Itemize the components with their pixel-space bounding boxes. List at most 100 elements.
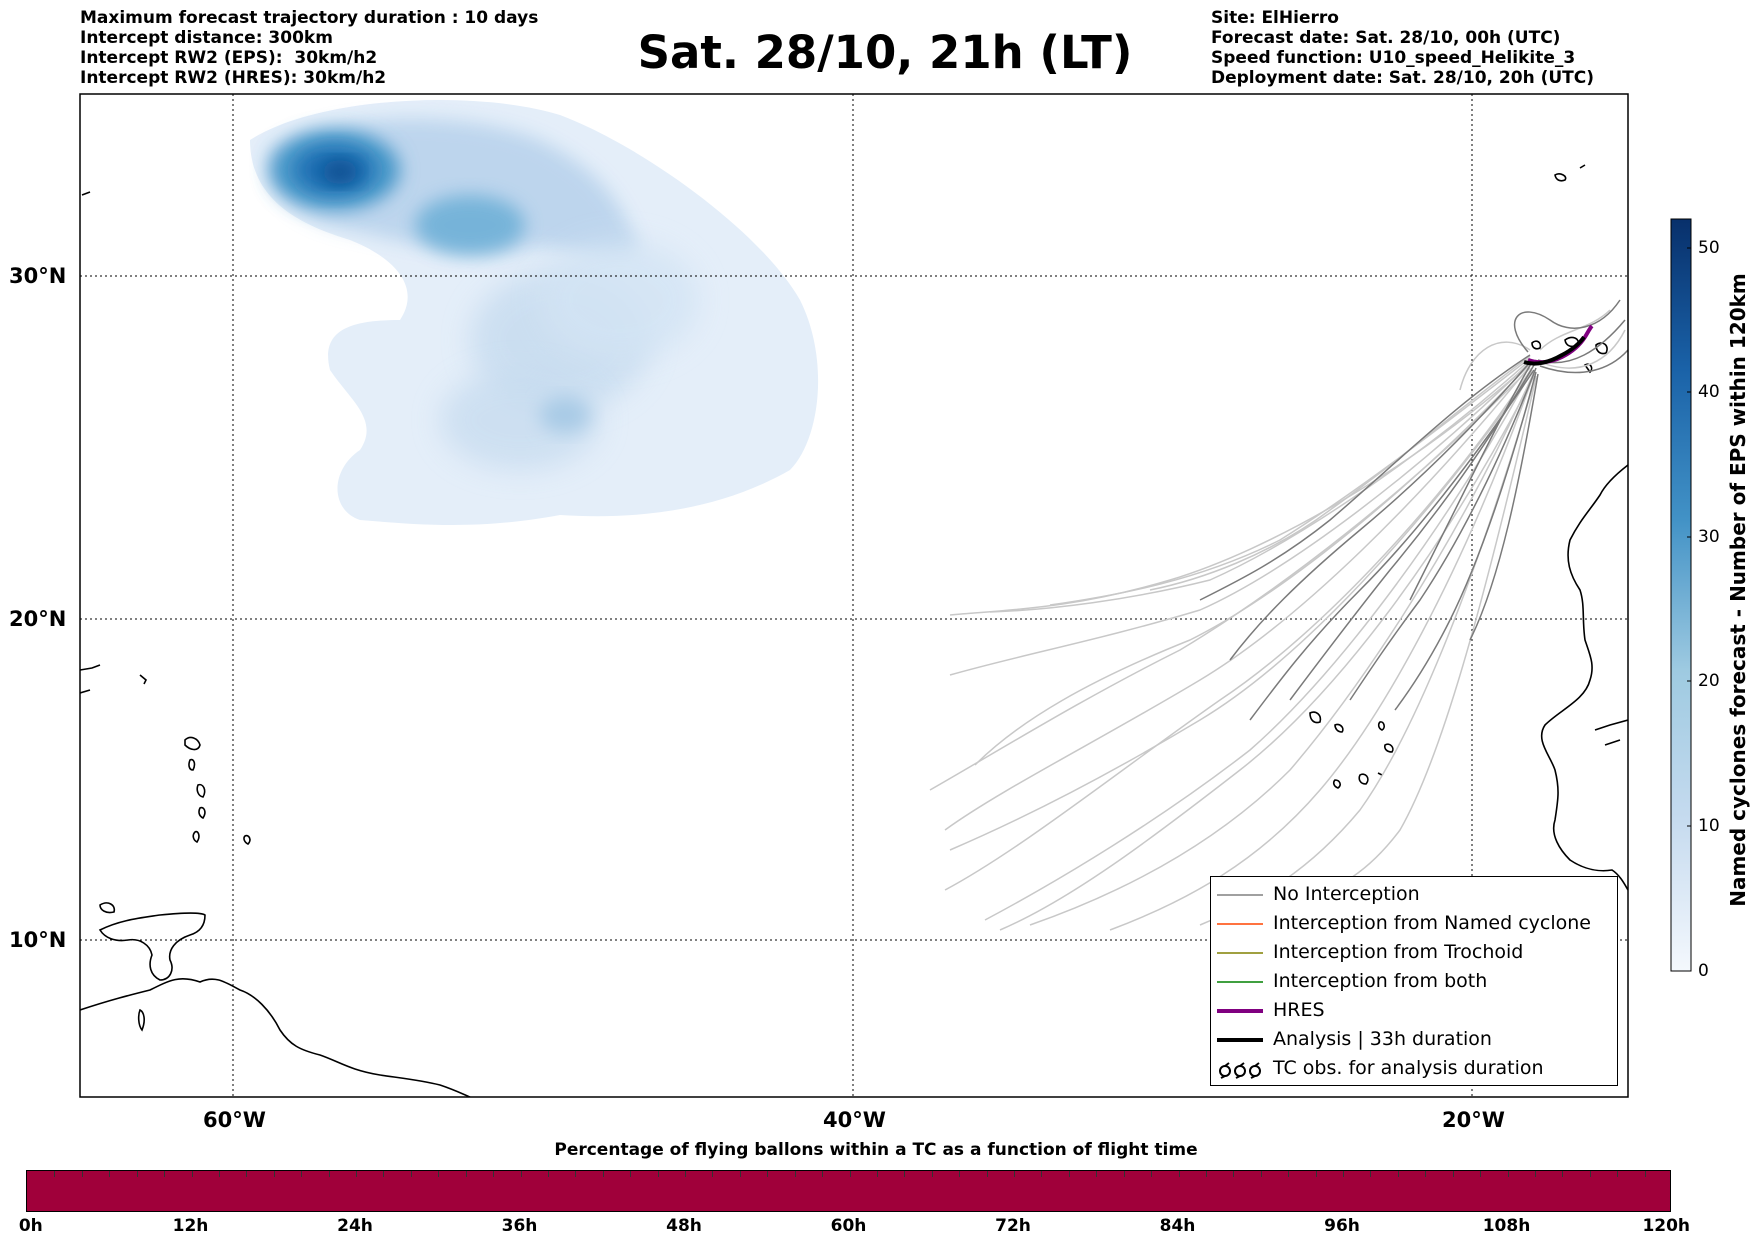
page-title: Sat. 28/10, 21h (LT) xyxy=(637,26,1133,79)
flight-bar-tick xyxy=(1507,1171,1509,1177)
flight-bar-tick xyxy=(273,1171,275,1177)
legend-swatch xyxy=(1217,981,1263,983)
colorbar-tick: 40 xyxy=(1698,382,1720,402)
flight-bar-tick xyxy=(1233,1171,1235,1177)
legend-item: Interception from Trochoid xyxy=(1211,939,1617,967)
flight-bar-tick xyxy=(1425,1171,1427,1177)
flight-bar-tick xyxy=(383,1171,385,1177)
legend-label: Interception from Trochoid xyxy=(1273,941,1524,963)
flight-bar-label: 84h xyxy=(1159,1216,1196,1236)
lat-label: 30°N xyxy=(9,264,67,288)
flight-bar-tick xyxy=(739,1171,741,1177)
legend-item: TC obs. for analysis duration xyxy=(1211,1055,1617,1083)
map-frame xyxy=(79,93,1629,1098)
legend-label: Interception from Named cyclone xyxy=(1273,912,1591,934)
tc-symbol-icon xyxy=(1219,1062,1261,1079)
param-line: Maximum forecast trajectory duration : 1… xyxy=(80,8,539,28)
flight-bar-tick xyxy=(81,1171,83,1177)
flight-bar-tick xyxy=(1205,1171,1207,1177)
legend-swatch xyxy=(1217,894,1263,896)
flight-bar-label: 48h xyxy=(666,1216,702,1236)
flight-bar-tick xyxy=(1480,1171,1482,1177)
flight-bar-tick xyxy=(876,1171,878,1177)
colorbar-gradient xyxy=(1670,218,1692,972)
flight-bar-tick xyxy=(986,1171,988,1177)
flight-bar-tick xyxy=(1343,1171,1344,1177)
legend-label: Interception from both xyxy=(1273,970,1488,992)
flight-bar-tick xyxy=(767,1171,769,1177)
flight-bar-tick xyxy=(1617,1171,1619,1177)
flight-bar-tick xyxy=(520,1171,522,1177)
param-line: Intercept RW2 (EPS): 30km/h2 xyxy=(80,48,378,68)
legend-swatch xyxy=(1217,1038,1263,1042)
flight-bar-tick xyxy=(1562,1171,1564,1177)
flight-bar-tick xyxy=(191,1171,193,1177)
flight-bar-title: Percentage of flying ballons within a TC… xyxy=(554,1140,1198,1160)
legend-swatch xyxy=(1217,952,1263,954)
legend-item: Interception from both xyxy=(1211,968,1617,996)
flight-bar-tick xyxy=(1315,1171,1317,1177)
flight-bar-label: 24h xyxy=(337,1216,373,1236)
flight-bar-tick xyxy=(1644,1171,1646,1177)
flight-bar-tick xyxy=(931,1171,933,1177)
legend-label: Analysis | 33h duration xyxy=(1273,1028,1492,1050)
flight-bar-tick xyxy=(657,1171,659,1177)
flight-bar-tick xyxy=(822,1171,824,1177)
flight-bar-label: 0h xyxy=(18,1216,43,1236)
flight-bar-tick xyxy=(218,1171,220,1177)
flight-bar-label: 60h xyxy=(830,1216,867,1236)
flight-bar-tick xyxy=(1068,1171,1070,1177)
balloon-trajectories xyxy=(929,299,1628,931)
flight-bar-tick xyxy=(328,1171,330,1177)
flight-percentage-bar xyxy=(26,1170,1671,1212)
legend-item: Analysis | 33h duration xyxy=(1211,1026,1617,1054)
map-legend: No Interception Interception from Named … xyxy=(1210,876,1618,1086)
colorbar-tick: 30 xyxy=(1698,527,1720,547)
legend-swatch xyxy=(1217,1009,1263,1013)
flight-bar-tick xyxy=(109,1171,111,1177)
flight-bar-tick xyxy=(1151,1171,1153,1177)
param-line: Intercept distance: 300km xyxy=(80,28,333,48)
flight-bar-tick xyxy=(410,1171,412,1177)
flight-bar-tick xyxy=(1452,1171,1454,1177)
flight-bar-tick xyxy=(1014,1171,1015,1177)
flight-bar-tick xyxy=(54,1171,56,1177)
lon-label: 20°W xyxy=(1442,1108,1505,1132)
flight-bar-tick xyxy=(1260,1171,1262,1177)
flight-bar-tick xyxy=(630,1171,632,1177)
flight-bar-tick xyxy=(1041,1171,1043,1177)
colorbar-tick: 50 xyxy=(1698,238,1720,258)
flight-bar-tick xyxy=(1178,1171,1180,1177)
cyclone-density-field xyxy=(250,100,819,526)
param-line: Intercept RW2 (HRES): 30km/h2 xyxy=(80,68,387,88)
flight-bar-label: 120h xyxy=(1642,1216,1691,1236)
flight-bar-label: 36h xyxy=(501,1216,538,1236)
flight-bar-tick xyxy=(547,1171,549,1177)
flight-bar-tick xyxy=(1096,1171,1098,1177)
flight-bar-tick xyxy=(904,1171,906,1177)
legend-item: HRES xyxy=(1211,997,1617,1025)
flight-bar-tick xyxy=(465,1171,467,1177)
flight-bar-tick xyxy=(1397,1171,1399,1177)
legend-swatch xyxy=(1217,923,1263,925)
colorbar-tick: 10 xyxy=(1698,816,1720,836)
flight-bar-tick xyxy=(575,1171,577,1177)
legend-label: No Interception xyxy=(1273,883,1420,905)
forecast-parameters: Maximum forecast trajectory duration : 1… xyxy=(80,8,538,88)
flight-bar-tick xyxy=(849,1171,851,1177)
legend-label: TC obs. for analysis duration xyxy=(1273,1057,1544,1079)
site-line: Deployment date: Sat. 28/10, 20h (UTC) xyxy=(1211,68,1595,88)
analysis-trajectory xyxy=(1523,335,1586,366)
colorbar-tick: 0 xyxy=(1698,961,1709,981)
flight-bar-tick xyxy=(959,1171,961,1177)
lat-label: 20°N xyxy=(9,607,67,631)
flight-bar-tick xyxy=(794,1171,796,1177)
flight-bar-label: 72h xyxy=(995,1216,1031,1236)
colorbar-tick: 20 xyxy=(1698,671,1720,691)
legend-item: No Interception xyxy=(1211,881,1617,909)
flight-bar-tick xyxy=(1288,1171,1290,1177)
flight-bar-label: 108h xyxy=(1482,1216,1531,1236)
colorbar xyxy=(1670,218,1692,972)
site-line: Site: ElHierro xyxy=(1211,8,1339,28)
flight-bar-tick xyxy=(712,1171,714,1177)
